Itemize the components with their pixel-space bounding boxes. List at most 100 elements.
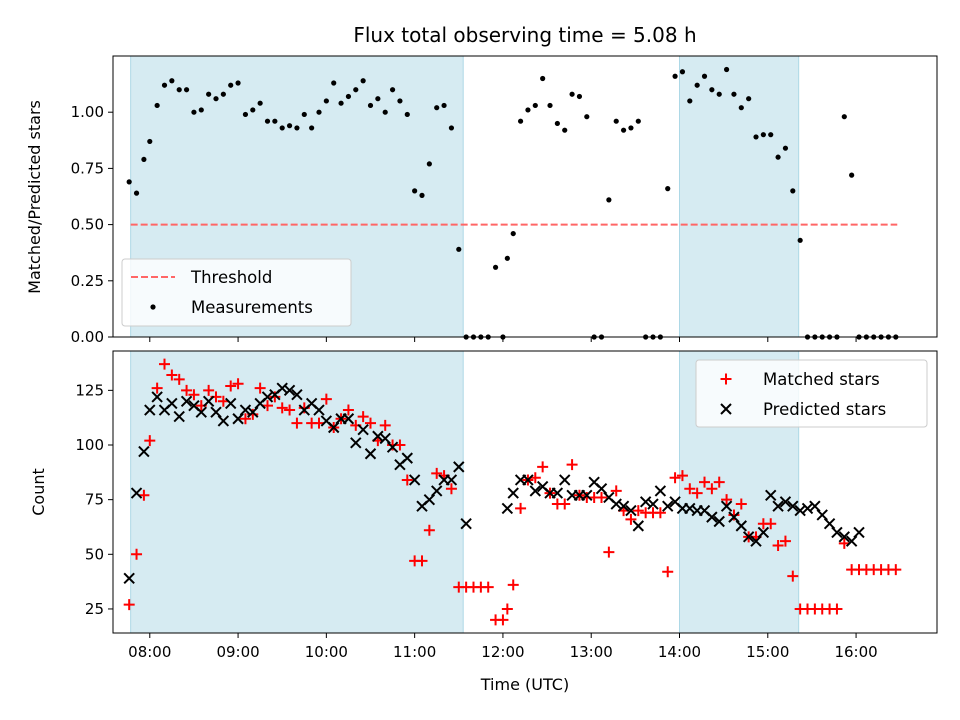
predicted-star-point <box>173 410 185 423</box>
predicted-star-point <box>386 441 399 453</box>
matched-star-point <box>357 411 369 423</box>
measurement-point <box>235 80 241 86</box>
predicted-star-point <box>794 504 806 517</box>
measurement-point <box>316 109 322 115</box>
matched-star-point <box>676 470 688 482</box>
matched-star-point <box>144 435 156 447</box>
count-panel-frame <box>112 350 938 634</box>
measurement-point <box>790 188 796 194</box>
measurement-points <box>126 66 899 340</box>
matched-star-point <box>529 472 541 484</box>
measurement-point <box>606 197 612 203</box>
matched-stars-legend-swatch <box>720 373 732 385</box>
measurement-point <box>301 111 307 118</box>
measurement-point <box>389 87 396 93</box>
ratio-legend-box <box>121 258 352 327</box>
matched-star-point <box>706 483 718 495</box>
predicted-star-point <box>529 485 542 497</box>
matched-star-point <box>772 540 784 552</box>
measurement-point <box>169 78 175 84</box>
count-x-tick-label: 15:00 <box>746 643 789 661</box>
predicted-star-point <box>217 415 230 427</box>
count-y-tick-label: 75 <box>85 491 104 509</box>
matched-star-point <box>254 382 266 394</box>
measurement-point <box>272 118 278 124</box>
measurement-point <box>635 118 641 124</box>
measurement-point <box>532 102 538 109</box>
measurement-point <box>257 100 263 106</box>
matched-star-point <box>625 513 637 525</box>
measurement-point <box>360 78 366 84</box>
measurement-point <box>576 93 583 100</box>
measurement-point <box>628 125 634 131</box>
count-y-tick-label: 50 <box>85 545 104 563</box>
ratio-panel-frame <box>112 55 938 338</box>
measurement-point <box>133 190 140 196</box>
predicted-star-point <box>445 474 458 486</box>
matched-star-point <box>507 579 519 591</box>
measurement-point <box>448 125 455 131</box>
ratio-y-tick-label: 0.00 <box>71 328 104 346</box>
matched-star-point <box>151 382 163 394</box>
predicted-star-point <box>460 517 472 530</box>
measurement-point <box>709 87 715 93</box>
measurement-point <box>849 172 855 178</box>
measurement-point <box>547 102 553 109</box>
measurement-point <box>554 120 560 127</box>
matched-star-point <box>632 505 644 517</box>
matched-star-point <box>166 369 178 381</box>
matched-star-point <box>423 524 435 536</box>
predicted-star-point <box>684 502 696 515</box>
predicted-star-point <box>787 500 799 512</box>
predicted-star-point <box>313 404 325 416</box>
measurement-point <box>264 118 271 124</box>
measurement-point <box>456 246 462 252</box>
measurement-point <box>161 82 168 88</box>
measurement-point <box>562 127 568 133</box>
matched-star-point <box>401 474 413 486</box>
predicted-star-point <box>838 531 851 543</box>
measurement-point <box>419 192 425 198</box>
matched-star-point <box>765 518 777 530</box>
predicted-star-point <box>130 487 143 499</box>
measurement-point <box>441 102 447 109</box>
measurement-point <box>434 105 440 111</box>
matched-star-point <box>654 507 666 519</box>
matched-star-point <box>537 461 549 473</box>
matched-star-point <box>699 476 711 488</box>
matched-star-point <box>890 564 902 576</box>
predicted-star-point <box>617 500 630 512</box>
matched-star-point <box>181 384 193 396</box>
measurement-point <box>716 91 722 97</box>
matched-stars-points <box>123 358 902 626</box>
ratio-x-ticks <box>149 337 857 342</box>
measurement-point <box>147 138 153 145</box>
measurement-point <box>687 98 693 104</box>
matched-star-point <box>735 498 747 510</box>
count-y-tick-label: 25 <box>85 600 104 618</box>
matched-star-point <box>779 535 791 547</box>
ratio-panel: 0.00 0.25 0.50 0.75 1.00 Matched/Predicted s… <box>25 55 938 346</box>
predicted-star-point <box>225 397 237 410</box>
predicted-star-point <box>581 489 593 501</box>
matched-star-point <box>159 358 170 370</box>
matched-star-point <box>394 439 406 451</box>
measurement-point <box>665 186 671 192</box>
matched-star-point <box>669 472 681 484</box>
predicted-star-point <box>610 498 622 510</box>
measurement-point <box>206 91 212 97</box>
matched-star-point <box>713 476 725 488</box>
predicted-star-point <box>507 487 519 499</box>
count-x-tick-label: 16:00 <box>834 643 877 661</box>
ratio-y-tick-label: 1.00 <box>71 103 104 121</box>
matched-star-point <box>728 509 740 521</box>
predicted-star-point <box>735 520 748 532</box>
predicted-star-point <box>401 452 413 464</box>
matched-star-point <box>838 537 850 549</box>
predicted-star-point <box>639 496 652 508</box>
predicted-star-point <box>364 448 377 460</box>
predicted-stars-legend-swatch <box>720 403 732 415</box>
matched-star-point <box>138 489 150 501</box>
measurement-point <box>213 96 219 102</box>
count-x-tick-label: 10:00 <box>305 643 348 661</box>
